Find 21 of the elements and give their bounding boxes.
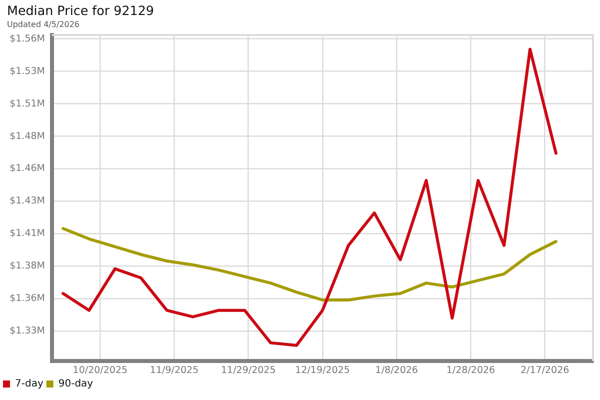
y-tick-label: $1.38M bbox=[10, 260, 45, 272]
y-tick-label: $1.41M bbox=[10, 228, 45, 240]
y-tick-label: $1.48M bbox=[10, 130, 45, 142]
legend-label: 90-day bbox=[58, 378, 94, 390]
y-tick-label: $1.56M bbox=[10, 33, 45, 44]
x-tick-label: 1/28/2026 bbox=[446, 365, 496, 376]
x-tick-label: 11/9/2025 bbox=[150, 365, 199, 376]
chart-title: Median Price for 92129 bbox=[7, 3, 154, 19]
y-tick-label: $1.36M bbox=[10, 293, 45, 304]
y-tick-label: $1.43M bbox=[10, 196, 45, 207]
x-tick-label: 11/29/2025 bbox=[221, 365, 276, 376]
y-tick-label: $1.33M bbox=[10, 326, 45, 337]
y-tick-label: $1.46M bbox=[10, 163, 45, 174]
chart-subtitle: Updated 4/5/2026 bbox=[7, 20, 80, 30]
x-tick-label: 2/17/2026 bbox=[520, 365, 570, 376]
y-tick-label: $1.53M bbox=[10, 66, 45, 77]
x-tick-label: 12/19/2025 bbox=[295, 365, 350, 376]
x-tick-label: 1/8/2026 bbox=[375, 365, 418, 376]
x-tick-label: 10/20/2025 bbox=[72, 365, 128, 376]
legend-label: 7-day bbox=[15, 378, 44, 390]
y-tick-label: $1.51M bbox=[10, 98, 45, 110]
